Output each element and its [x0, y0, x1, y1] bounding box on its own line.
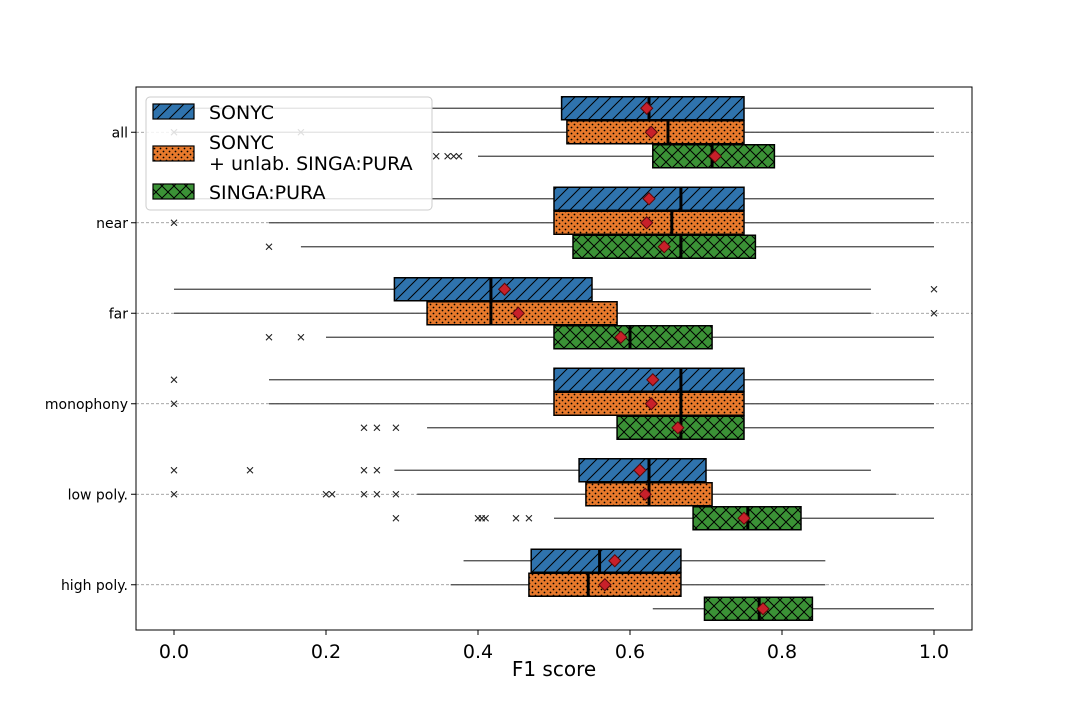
outlier-point: [246, 466, 254, 474]
x-tick-label: 1.0: [919, 641, 949, 663]
outlier-point: [360, 466, 368, 474]
x-tick-label: 0.2: [311, 641, 341, 663]
outlier-point: [930, 309, 938, 317]
mean-marker: [644, 397, 658, 411]
legend-swatch: [152, 183, 195, 200]
outlier-points: [170, 128, 938, 522]
outlier-point: [373, 466, 381, 474]
outlier-point: [444, 152, 451, 160]
outlier-point: [170, 466, 178, 474]
y-tick-label: high poly.: [61, 578, 128, 594]
legend-label: SONYC: [209, 132, 274, 154]
mean-marker: [708, 149, 722, 163]
legend-box: [145, 96, 433, 211]
outlier-point: [170, 376, 178, 384]
outlier-point: [392, 514, 400, 522]
outlier-point: [930, 285, 938, 293]
legend-label: SONYC: [209, 102, 274, 124]
mean-marker: [633, 463, 647, 477]
plot-area-frame: [135, 86, 973, 631]
box: [553, 325, 713, 350]
mean-marker: [644, 125, 658, 139]
outlier-point: [170, 219, 178, 227]
mean-marker: [657, 240, 671, 254]
outlier-point: [450, 152, 458, 160]
x-axis-label: F1 score: [512, 657, 596, 681]
boxes: [393, 96, 814, 621]
outlier-point: [392, 424, 400, 432]
x-tick-label: 0.0: [159, 641, 189, 663]
y-tick-label: monophony: [45, 397, 128, 413]
outlier-point: [265, 243, 273, 251]
y-tick-label: all: [112, 125, 128, 141]
box: [530, 548, 682, 573]
mean-marker: [646, 373, 660, 387]
outlier-point: [455, 152, 463, 160]
outlier-point: [297, 333, 305, 341]
outlier-point: [373, 490, 381, 498]
y-tick-label: far: [109, 306, 129, 322]
legend-label-line2: + unlab. SINGA:PURA: [209, 153, 413, 175]
outlier-point: [328, 490, 336, 498]
mean-marker: [511, 306, 525, 320]
outlier-point: [512, 514, 520, 522]
x-tick-label: 0.4: [463, 641, 493, 663]
outlier-point: [360, 490, 368, 498]
outlier-point: [322, 490, 330, 498]
mean-markers: [497, 101, 770, 616]
mean-marker: [756, 602, 770, 616]
mean-marker: [638, 487, 652, 501]
y-axis-ticks: all near far monophony low poly. high poly.: [45, 125, 136, 594]
mean-marker: [640, 101, 654, 115]
outlier-point: [432, 152, 440, 160]
outlier-point: [373, 424, 381, 432]
mean-marker: [737, 511, 751, 525]
outlier-point: [170, 400, 178, 408]
y-tick-label: near: [96, 216, 128, 232]
legend-swatch: [152, 145, 195, 162]
x-axis-ticks: 0.0 0.2 0.4 0.6 0.8 1.0: [159, 630, 949, 663]
mean-marker: [640, 216, 654, 230]
outlier-point: [482, 514, 489, 522]
outlier-point: [360, 424, 368, 432]
mean-marker: [608, 554, 622, 568]
box: [393, 277, 593, 302]
outlier-point: [525, 514, 533, 522]
mean-marker: [642, 192, 656, 206]
mean-marker: [614, 330, 628, 344]
mean-marker: [671, 421, 685, 435]
legend-label: SINGA:PURA: [209, 182, 325, 204]
outlier-point: [170, 490, 178, 498]
mean-marker: [598, 578, 612, 592]
y-tick-label: low poly.: [68, 487, 128, 503]
mean-marker: [497, 282, 512, 296]
x-tick-label: 0.8: [767, 641, 797, 663]
outlier-point: [392, 490, 400, 498]
outlier-point: [265, 333, 273, 341]
legend-swatch: [152, 103, 195, 120]
x-tick-label: 0.6: [615, 641, 645, 663]
